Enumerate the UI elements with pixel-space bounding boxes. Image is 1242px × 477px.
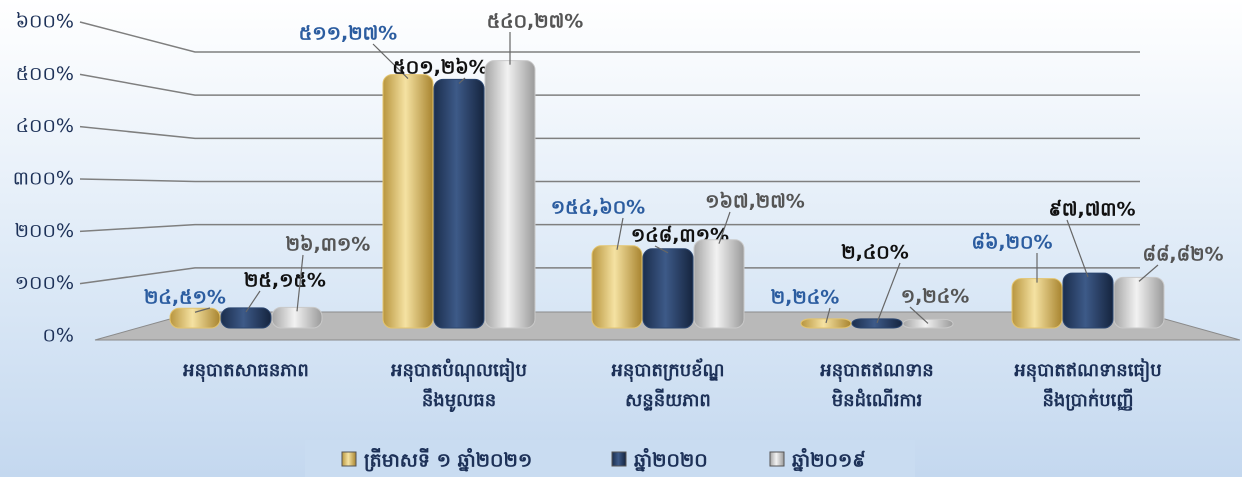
data-label: ១,២៤% — [901, 286, 969, 308]
legend-marker — [769, 451, 785, 467]
bar — [1062, 272, 1114, 329]
legend-marker — [611, 451, 627, 467]
grid-line — [79, 21, 1140, 53]
x-tick-label: អនុបាតសាធនភាព — [183, 360, 309, 381]
data-label: ៨៨,៨២% — [1143, 244, 1224, 266]
bar — [693, 239, 745, 329]
leader-line — [616, 217, 624, 250]
data-label: ១៦៧,២៧% — [705, 191, 805, 213]
leader-line — [458, 77, 466, 84]
data-label: ២,៤០% — [841, 242, 909, 264]
grid-line — [79, 73, 1140, 96]
leader-line — [372, 43, 409, 80]
bar — [484, 60, 536, 329]
grid-line — [79, 223, 1140, 233]
grid-line — [79, 267, 1140, 285]
leader-line — [909, 306, 929, 324]
bar — [902, 318, 954, 329]
bar — [851, 318, 903, 329]
x-tick-label: អនុបាតឥណទាន មិនដំណើរការ — [820, 360, 934, 411]
data-label: ៥៤០,២៧% — [487, 11, 584, 33]
x-tick-label: អនុបាតឥណទានធៀប នឹងប្រាក់បញ្ញើ — [1014, 360, 1162, 411]
data-label: ២,២៤% — [771, 287, 839, 309]
data-label: ៩៧,៧៣% — [1048, 199, 1135, 221]
grid-line — [79, 178, 1140, 183]
grid-line — [79, 125, 1140, 140]
y-tick-label: ៣០០% — [13, 168, 74, 190]
bar — [433, 78, 485, 329]
data-label: ៥០១,២៦% — [392, 57, 487, 79]
legend-label: ឆ្នាំ២០២០ — [634, 448, 708, 472]
leader-line — [245, 290, 261, 313]
bar — [591, 245, 643, 329]
data-label: ៥១១,២៧% — [299, 23, 397, 45]
data-label: ៨៦,២០% — [972, 232, 1053, 254]
leader-line — [718, 211, 731, 244]
legend-label: ឆ្នាំ២០១៩ — [792, 448, 866, 472]
data-label: ២៦,៣១% — [286, 234, 371, 256]
bar — [169, 307, 221, 329]
legend-marker — [341, 451, 357, 467]
y-tick-label: ៥០០% — [16, 63, 74, 85]
x-tick-label: អនុបាតក្របខ័ណ្ឌ សន្ទនីយភាព — [611, 360, 725, 411]
leader-line — [654, 245, 669, 254]
leader-line — [1066, 219, 1089, 278]
bar — [1011, 278, 1063, 329]
data-label: ២៥,១៥% — [244, 270, 326, 292]
bar — [220, 307, 272, 329]
y-tick-label: ២០០% — [15, 220, 74, 242]
bar — [382, 74, 434, 329]
leader-line — [296, 254, 304, 312]
bar — [642, 248, 694, 329]
leader-line — [194, 307, 211, 313]
y-tick-label: ១០០% — [15, 272, 74, 294]
bar — [800, 318, 852, 329]
leader-line — [825, 307, 831, 324]
leader-line — [1138, 264, 1159, 282]
x-tick-label: អនុបាតបំណុលធៀប នឹងមូលធន — [391, 360, 527, 411]
legend-box — [305, 440, 915, 477]
leader-line — [876, 262, 901, 324]
y-tick-label: ៤០០% — [16, 115, 74, 137]
data-label: ១៥៤,៦០% — [551, 197, 645, 219]
data-label: ២៤,៥១% — [144, 287, 226, 309]
y-tick-label: ៦០០% — [16, 11, 74, 33]
bar — [1113, 276, 1165, 329]
y-tick-label: ០% — [42, 325, 74, 347]
legend-label: ត្រីមាសទី ១ ឆ្នាំ២០២១ — [364, 448, 532, 472]
